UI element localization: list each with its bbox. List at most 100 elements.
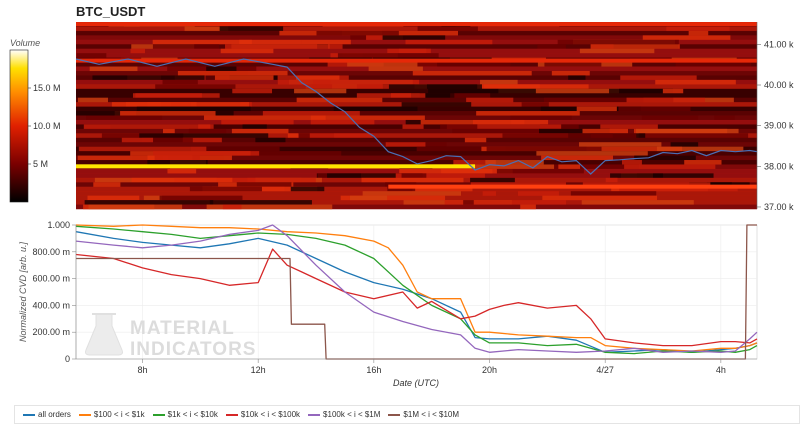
heatmap-cell <box>222 204 242 210</box>
heatmap-cell <box>93 182 121 188</box>
heatmap-cell <box>670 142 699 147</box>
heatmap-volume-level <box>388 184 757 189</box>
heatmap-volume-level <box>76 22 757 27</box>
heatmap-cell <box>656 146 744 152</box>
heatmap-cell <box>411 93 451 98</box>
heatmap-cell <box>576 106 617 112</box>
heatmap-cell <box>312 79 420 85</box>
cvd-series-line <box>76 224 757 360</box>
price-tick-label: 37.00 k <box>764 202 794 212</box>
heatmap-cell <box>142 137 193 143</box>
heatmap-cell <box>287 133 299 139</box>
heatmap-cell <box>368 66 423 72</box>
heatmap-cell <box>609 88 674 94</box>
heatmap-cell <box>383 62 511 67</box>
heatmap-cell <box>551 70 590 76</box>
heatmap-cell <box>536 151 648 156</box>
heatmap-cell <box>387 186 416 192</box>
heatmap-cell <box>618 106 691 112</box>
heatmap-row <box>76 133 757 139</box>
cvd-x-tick-label: 20h <box>482 365 497 375</box>
heatmap-cell <box>301 39 351 45</box>
cvd-x-tick-label: 12h <box>251 365 266 375</box>
heatmap-cell <box>155 84 236 90</box>
heatmap-cell <box>688 30 709 36</box>
cvd-x-tick-label: 16h <box>366 365 381 375</box>
heatmap-cell <box>558 164 581 170</box>
heatmap-cell <box>446 124 562 130</box>
heatmap-cell <box>626 97 705 103</box>
heatmap-row <box>76 128 757 134</box>
heatmap-cell <box>86 115 163 121</box>
cvd-y-tick-label: 600.00 m <box>32 274 70 284</box>
heatmap-cell <box>568 75 586 81</box>
heatmap-cell <box>666 26 730 32</box>
heatmap-cell <box>684 160 722 165</box>
heatmap-cell <box>510 115 572 121</box>
heatmap-cell <box>209 200 312 205</box>
legend-item[interactable]: $10k < i < $100k <box>225 410 300 419</box>
legend-item[interactable]: $100 < i < $1k <box>78 410 145 419</box>
legend-item[interactable]: $100k < i < $1M <box>308 410 380 419</box>
heatmap-volume-level <box>76 58 757 63</box>
cvd-y-tick-label: 800.00 m <box>32 247 70 257</box>
heatmap-cell <box>84 200 214 205</box>
heatmap-cell <box>542 195 658 201</box>
colorbar-tick-label: 10.0 M <box>33 121 61 131</box>
heatmap-cell <box>341 30 458 36</box>
heatmap-cell <box>382 35 446 41</box>
heatmap-cell <box>586 146 683 152</box>
heatmap-cell <box>347 62 418 67</box>
heatmap-cell <box>162 79 198 85</box>
heatmap-cell <box>454 93 491 98</box>
cvd-y-tick-label: 1.000 <box>47 220 70 230</box>
legend-label: $1k < i < $10k <box>167 410 218 419</box>
colorbar-tick-label: 15.0 M <box>33 83 61 93</box>
heatmap-cell <box>189 186 262 192</box>
heatmap-cell <box>582 128 629 134</box>
heatmap-cell <box>520 204 536 210</box>
heatmap-cell <box>642 35 731 41</box>
legend-label: all orders <box>38 410 71 419</box>
heatmap-row <box>76 26 757 32</box>
legend-item[interactable]: $1k < i < $10k <box>152 410 218 419</box>
heatmap-cell <box>206 204 333 210</box>
heatmap-cell <box>135 93 220 98</box>
legend-item[interactable]: all orders <box>23 410 71 419</box>
heatmap-cell <box>362 191 462 196</box>
heatmap-row <box>76 151 757 156</box>
colorbar-label: Volume <box>10 38 40 48</box>
heatmap-cell <box>290 186 325 192</box>
heatmap-cell <box>87 195 140 201</box>
price-tick-label: 39.00 k <box>764 121 794 131</box>
legend-item[interactable]: $1M < i < $10M <box>388 410 459 419</box>
heatmap-cell <box>121 137 154 143</box>
watermark-line-2: INDICATORS <box>130 339 256 360</box>
cvd-series-line <box>75 248 758 347</box>
cvd-y-tick-label: 400.00 m <box>32 300 70 310</box>
legend-swatch <box>225 413 238 416</box>
colorbar-tick-label: 5 M <box>33 159 48 169</box>
heatmap-cell <box>139 133 269 139</box>
heatmap-cell <box>539 128 610 134</box>
heatmap-cell <box>714 115 735 121</box>
heatmap-cell <box>163 128 175 134</box>
heatmap-cell <box>327 173 396 179</box>
heatmap-cell <box>641 115 699 121</box>
legend-swatch <box>152 413 165 416</box>
price-tick-label: 38.00 k <box>764 161 794 171</box>
heatmap-cell <box>544 62 602 67</box>
heatmap-cell <box>486 146 602 152</box>
heatmap-cell <box>621 160 642 165</box>
watermark-line-1: MATERIAL <box>130 318 235 339</box>
heatmap-cell <box>655 79 736 85</box>
heatmap-cell <box>182 137 222 143</box>
heatmap-cell <box>356 93 426 98</box>
heatmap-cell <box>188 128 227 134</box>
heatmap-cell <box>385 142 426 147</box>
heatmap-title: BTC_USDT <box>76 4 145 19</box>
cvd-x-tick-label: 8h <box>138 365 148 375</box>
heatmap-cell <box>444 200 567 205</box>
heatmap-cell <box>310 119 375 125</box>
heatmap-cell <box>203 115 326 121</box>
